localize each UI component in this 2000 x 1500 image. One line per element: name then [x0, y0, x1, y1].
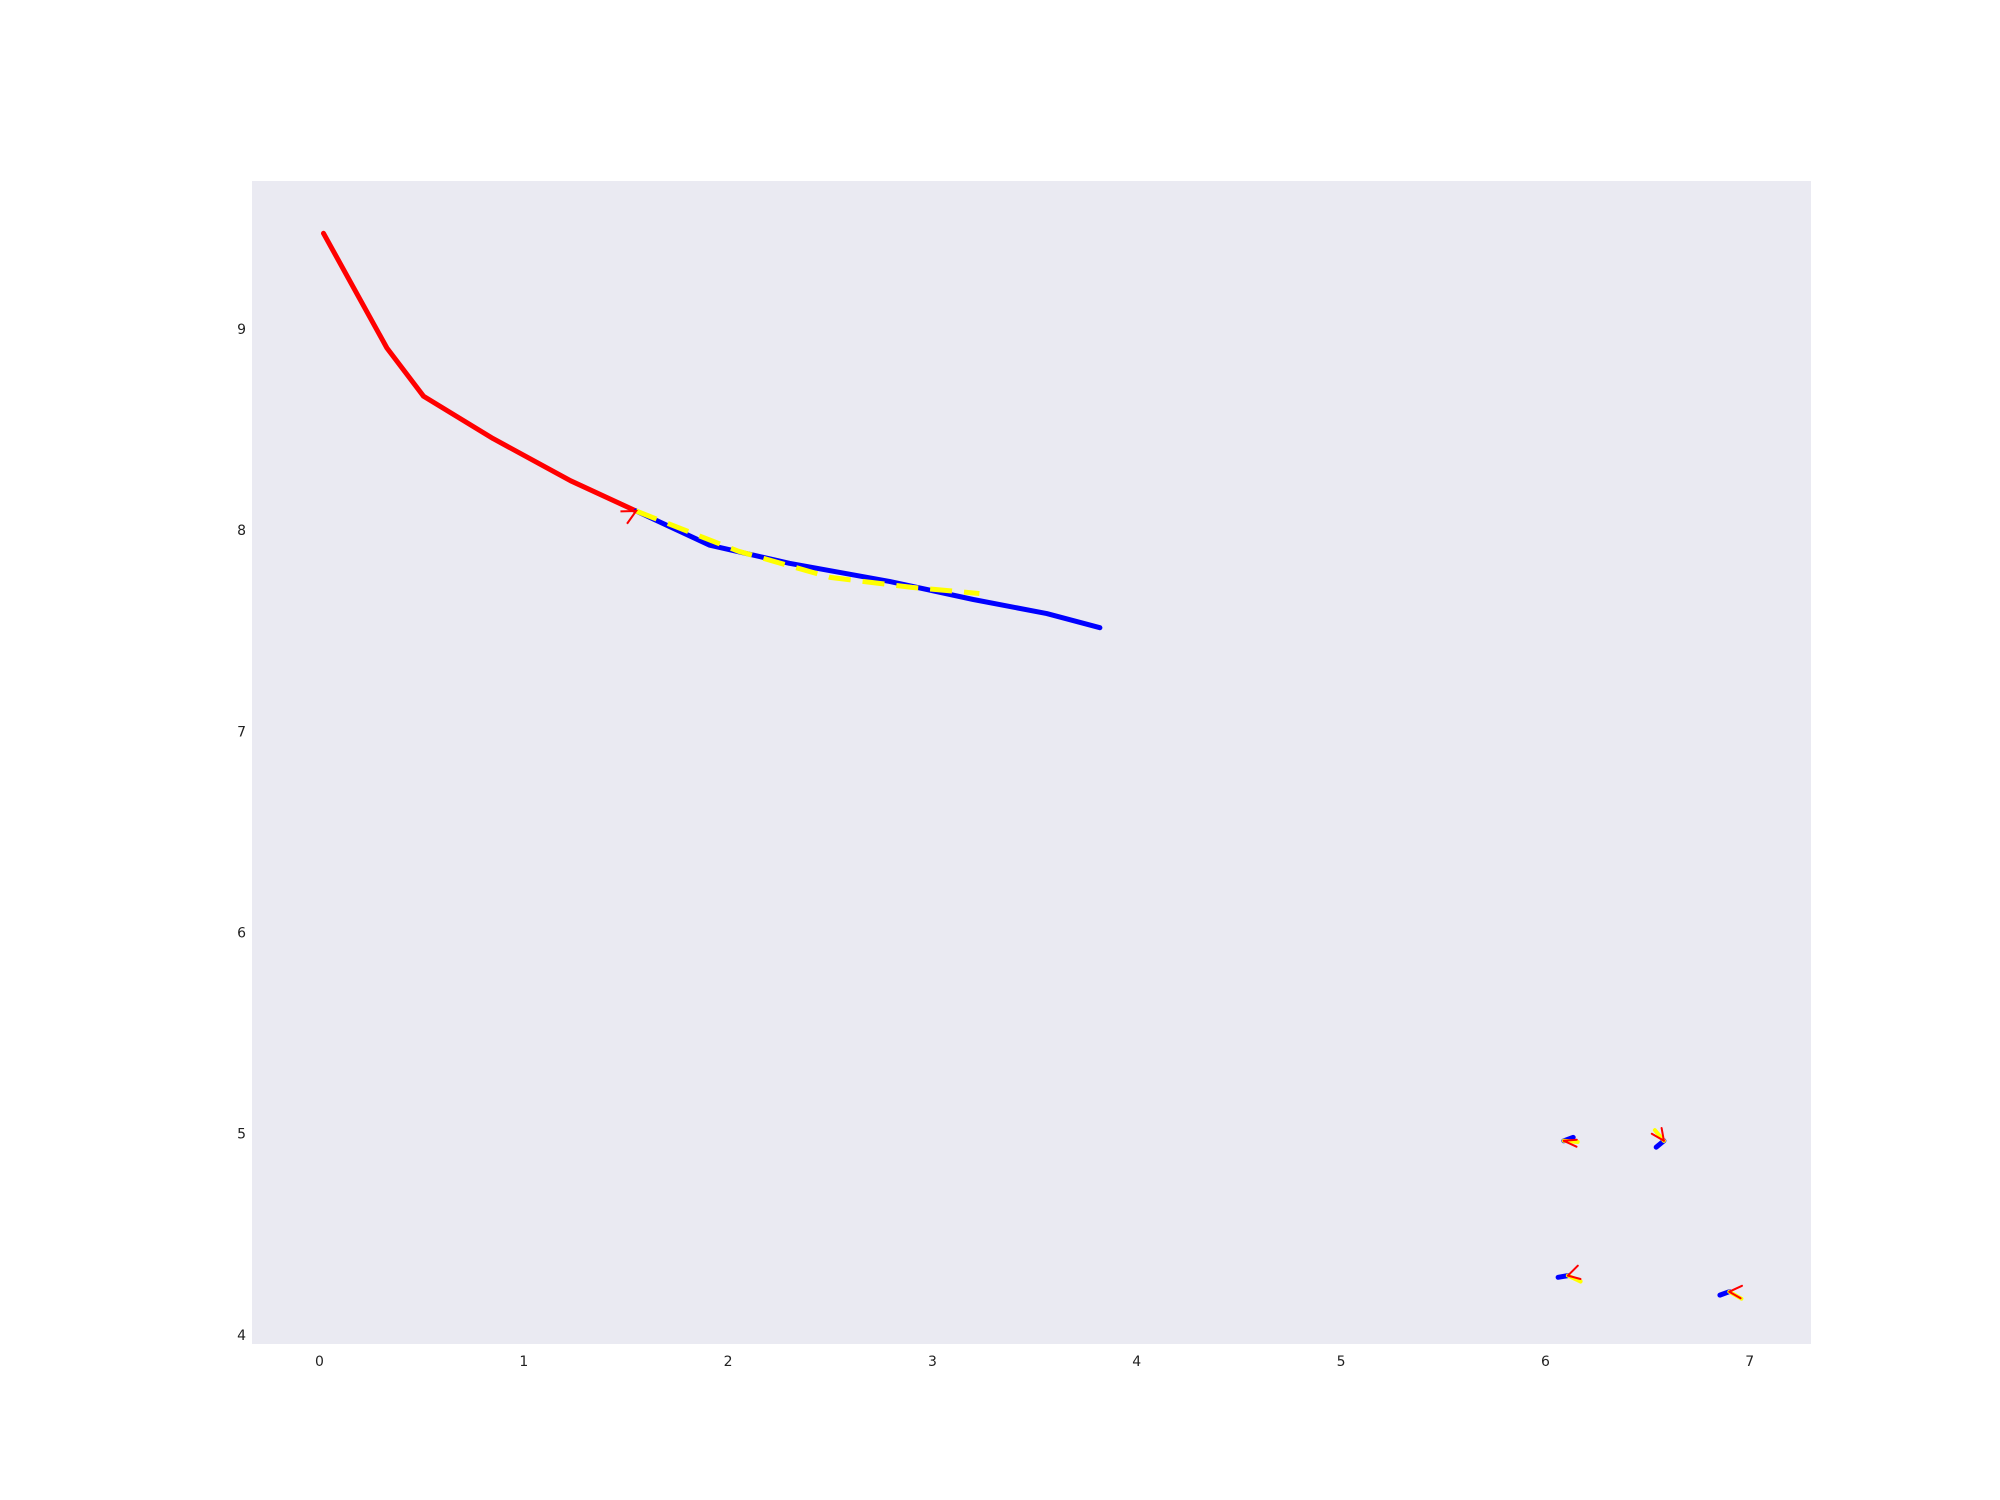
x-axis-ticks: 0 1 2 3 4 5 6 7 [315, 1354, 1754, 1370]
series-line-0 [321, 230, 639, 514]
x-tick-label: 0 [315, 1354, 324, 1370]
y-tick-label: 5 [237, 1127, 246, 1143]
x-tick-label: 1 [519, 1354, 528, 1370]
plot-background [252, 181, 1811, 1344]
glyph-0 [1561, 1134, 1580, 1148]
glyph-1 [1650, 1127, 1667, 1150]
series-layer [321, 230, 1103, 631]
x-tick-label: 5 [1337, 1354, 1346, 1370]
series-line-2 [635, 508, 980, 596]
arrow-head [620, 509, 639, 525]
glyph-layer [1555, 1127, 1744, 1301]
x-tick-label: 4 [1132, 1354, 1141, 1370]
x-tick-label: 7 [1745, 1354, 1754, 1370]
glyph-3 [1717, 1284, 1744, 1301]
y-tick-label: 7 [237, 724, 246, 740]
x-tick-label: 2 [724, 1354, 733, 1370]
glyph-2 [1555, 1264, 1583, 1284]
y-tick-label: 8 [237, 523, 246, 539]
y-tick-label: 4 [237, 1328, 246, 1344]
x-tick-label: 6 [1541, 1354, 1550, 1370]
series-line-1 [633, 508, 1103, 631]
y-tick-label: 6 [237, 926, 246, 942]
y-tick-label: 9 [237, 322, 246, 338]
y-axis-ticks: 4 5 6 7 8 9 [237, 322, 246, 1344]
x-tick-label: 3 [928, 1354, 937, 1370]
